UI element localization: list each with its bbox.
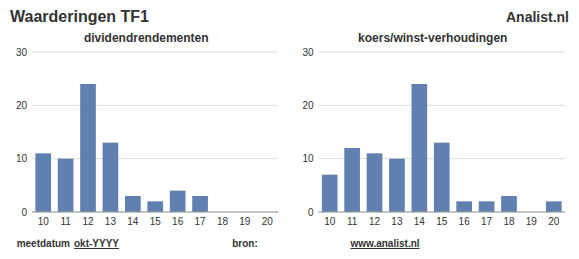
y-tick-label: 20 [16,100,28,111]
bar-chart: koers/winst-verhoudingen 0 10 20 30 10 11 12 13 1… [302,31,565,227]
bar [411,84,427,212]
x-tick-label: 12 [369,216,381,227]
footer-text: okt-YYYY [74,238,119,249]
bar [192,196,208,212]
x-axis-line [319,212,566,213]
bar [125,196,141,212]
x-tick-label: 16 [459,216,471,227]
grid-line [32,212,279,213]
x-tick-label: 17 [481,216,493,227]
bar [147,201,163,212]
footer-text: meetdatum [17,238,70,249]
bar [103,143,119,212]
x-tick-label: 14 [414,216,426,227]
y-tick-label: 0 [308,207,314,218]
x-tick-label: 10 [324,216,336,227]
bar [546,201,562,212]
page-title: Waarderingen TF1 [10,8,149,25]
grid-line [32,105,279,106]
bar [170,191,186,212]
y-tick-label: 30 [302,47,314,58]
chart-title: dividendrendementen [84,31,209,45]
footer: meetdatum okt-YYYY bron: www.analist.nl [17,238,420,249]
grid-line [319,52,566,53]
bar [80,84,96,212]
x-tick-label: 13 [391,216,403,227]
chart-title: koers/winst-verhoudingen [358,31,507,45]
bar [322,175,338,212]
x-tick-label: 17 [195,216,207,227]
y-tick-label: 20 [302,100,314,111]
footer-text: www.analist.nl [349,238,419,249]
x-tick-label: 12 [82,216,94,227]
x-tick-label: 15 [150,216,162,227]
grid-line [319,212,566,213]
bar [501,196,517,212]
bar [456,201,472,212]
x-tick-label: 10 [38,216,50,227]
bars [35,84,208,212]
grid-line [319,105,566,106]
bar [389,159,405,212]
bars [322,84,562,212]
bar [367,153,383,212]
x-tick-label: 11 [60,216,71,227]
y-tick-label: 10 [16,153,28,164]
y-tick-label: 0 [21,207,27,218]
y-tick-label: 10 [302,153,314,164]
x-tick-label: 18 [503,216,515,227]
x-tick-label: 14 [127,216,139,227]
x-tick-label: 19 [239,216,251,227]
y-tick-label: 30 [16,47,28,58]
bar [35,153,51,212]
x-tick-label: 11 [347,216,358,227]
x-tick-label: 19 [526,216,538,227]
bar [479,201,495,212]
grid-line [32,52,279,53]
x-tick-label: 20 [548,216,560,227]
bar [58,159,74,212]
x-tick-label: 20 [262,216,274,227]
x-axis-line [32,212,279,213]
x-tick-label: 15 [436,216,448,227]
bar-chart: dividendrendementen 0 10 20 30 10 11 12 13 14 15 16… [16,31,279,227]
chart-page: Waarderingen TF1 Analist.nl dividendrendem… [0,0,579,259]
page-subtitle: Analist.nl [506,9,569,25]
bar [434,143,450,212]
x-tick-label: 16 [172,216,184,227]
bar [344,148,360,212]
x-tick-label: 13 [105,216,117,227]
footer-text: bron: [232,238,258,249]
x-tick-label: 18 [217,216,229,227]
